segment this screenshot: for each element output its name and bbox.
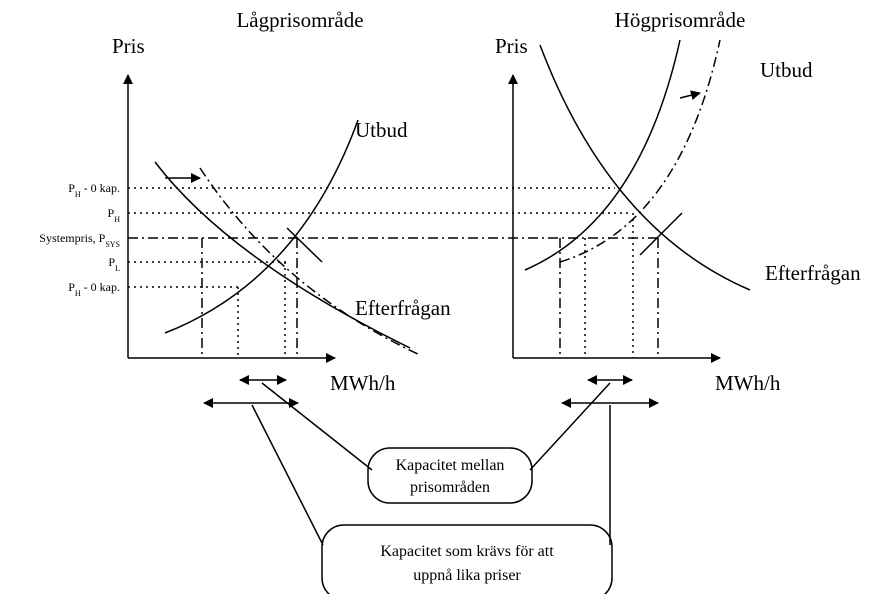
callout-text: Kapacitet som krävs för att <box>380 543 554 560</box>
title: Lågprisområde <box>236 8 363 32</box>
price-label: Systempris, PSYS <box>39 231 120 249</box>
callout-box <box>321 524 613 599</box>
left-chart: Lågprisområde Pris MWh/h Utbud Efterfråg… <box>39 8 658 408</box>
cross-mark <box>639 212 683 256</box>
price-label: PH <box>108 206 121 224</box>
price-label: PH - 0 kap. <box>68 181 120 199</box>
shifted-supply <box>559 39 721 263</box>
x-axis-label: MWh/h <box>330 371 396 395</box>
callout-text: prisområden <box>410 479 490 496</box>
leader <box>529 382 611 471</box>
y-axis-label: Pris <box>495 34 528 58</box>
price-label-part: P <box>108 255 115 269</box>
callouts: Kapacitet mellan prisområden Kapacitet s… <box>251 382 613 599</box>
price-label-part: - 0 kap. <box>81 280 120 294</box>
price-label-part: P <box>68 181 75 195</box>
supply-curve <box>524 39 681 271</box>
price-label-part: SYS <box>105 240 120 249</box>
demand-label: Efterfrågan <box>765 261 861 285</box>
price-label-part: H <box>75 289 81 298</box>
price-label-part: P <box>108 206 115 220</box>
price-label: PL <box>108 255 120 273</box>
price-label: PH - 0 kap. <box>68 280 120 298</box>
supply-label: Utbud <box>760 58 813 82</box>
leader <box>251 404 324 546</box>
callout-text: Kapacitet mellan <box>396 457 505 474</box>
demand-curve <box>539 44 751 291</box>
callout-text: uppnå lika priser <box>413 567 521 584</box>
demand-label: Efterfrågan <box>355 296 451 320</box>
shifted-demand <box>199 167 421 356</box>
leader <box>261 382 373 471</box>
price-label-part: H <box>75 190 81 199</box>
price-label-part: H <box>114 215 120 224</box>
supply-label: Utbud <box>355 118 408 142</box>
price-label-part: Systempris, P <box>39 231 105 245</box>
supply-curve <box>164 119 359 334</box>
x-axis-label: MWh/h <box>715 371 781 395</box>
cross-mark <box>286 227 323 263</box>
callout-box <box>367 447 533 504</box>
y-axis-label: Pris <box>112 34 145 58</box>
shift-arrow <box>679 90 701 101</box>
price-label-part: P <box>68 280 75 294</box>
title: Högprisområde <box>615 8 746 32</box>
right-chart: Högprisområde Pris MWh/h Utbud Efterfråg… <box>495 8 861 408</box>
price-label-part: - 0 kap. <box>81 181 120 195</box>
price-label-part: L <box>115 264 120 273</box>
demand-curve <box>154 161 411 349</box>
